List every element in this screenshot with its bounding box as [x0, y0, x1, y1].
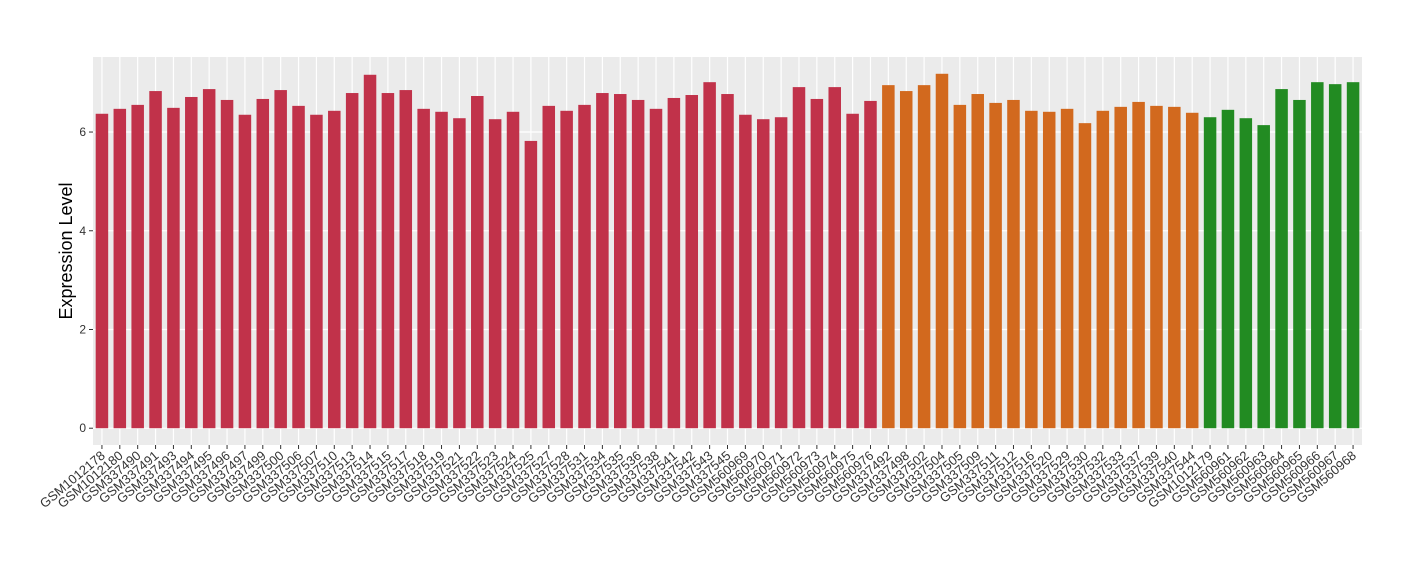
- bar: [506, 111, 520, 429]
- bar: [917, 85, 931, 429]
- bar: [1025, 110, 1038, 429]
- bar: [1221, 109, 1235, 429]
- bar: [1078, 123, 1092, 429]
- bar: [1168, 106, 1181, 429]
- bar: [792, 87, 806, 429]
- bar: [256, 98, 270, 429]
- bar: [381, 93, 395, 429]
- bar: [703, 82, 716, 429]
- bar: [739, 114, 752, 429]
- bar: [828, 87, 841, 429]
- bar: [345, 93, 359, 429]
- bar: [167, 107, 180, 429]
- bar: [399, 90, 413, 429]
- bar: [95, 113, 109, 429]
- bar: [149, 91, 162, 429]
- bar: [596, 93, 609, 429]
- bar: [649, 108, 663, 429]
- bar: [989, 102, 1002, 429]
- bar: [185, 96, 198, 429]
- bar: [417, 108, 430, 429]
- bar: [935, 73, 949, 429]
- bar: [721, 94, 734, 429]
- bar: [524, 140, 538, 429]
- bar: [328, 110, 341, 429]
- bar: [685, 95, 699, 429]
- bar: [1185, 112, 1199, 429]
- bar: [1328, 84, 1342, 429]
- bar: [1150, 105, 1163, 429]
- y-axis-label: Expression Level: [56, 182, 76, 319]
- bar: [1007, 99, 1020, 429]
- bar: [363, 74, 377, 429]
- bar: [274, 90, 287, 429]
- bar: [1293, 99, 1306, 429]
- bar: [864, 100, 877, 429]
- bar: [1114, 106, 1127, 429]
- bar: [131, 104, 144, 429]
- bar: [238, 114, 252, 429]
- bar: [113, 108, 127, 429]
- bar: [1346, 82, 1360, 429]
- bar: [1203, 117, 1217, 429]
- bar: [1275, 89, 1288, 429]
- bar: [846, 113, 859, 429]
- bar: [292, 105, 305, 429]
- y-tick-label: 6: [79, 125, 86, 139]
- bar: [953, 104, 967, 429]
- bar: [1311, 82, 1324, 429]
- bar: [220, 99, 234, 429]
- bar: [899, 91, 913, 429]
- bar: [756, 119, 770, 429]
- bar: [631, 99, 645, 429]
- bar: [810, 98, 824, 429]
- y-tick-label: 2: [79, 322, 86, 336]
- y-tick-label: 4: [79, 224, 86, 238]
- y-tick-label: 0: [79, 421, 86, 435]
- bar: [453, 118, 466, 429]
- bar: [1060, 108, 1074, 429]
- bar: [488, 119, 502, 429]
- bar: [667, 97, 681, 429]
- bar: [1239, 118, 1253, 429]
- bar: [560, 110, 573, 429]
- bar: [202, 89, 216, 429]
- bar: [1132, 101, 1145, 429]
- bar: [774, 117, 788, 429]
- bar: [578, 104, 591, 429]
- bar: [1042, 111, 1056, 429]
- bar: [471, 95, 484, 429]
- bar: [435, 111, 448, 429]
- bar: [614, 94, 627, 429]
- bar: [542, 105, 556, 429]
- bar: [882, 85, 895, 429]
- bar: [971, 94, 984, 429]
- bar: [310, 114, 323, 429]
- bar: [1257, 125, 1270, 429]
- bar: [1096, 110, 1110, 429]
